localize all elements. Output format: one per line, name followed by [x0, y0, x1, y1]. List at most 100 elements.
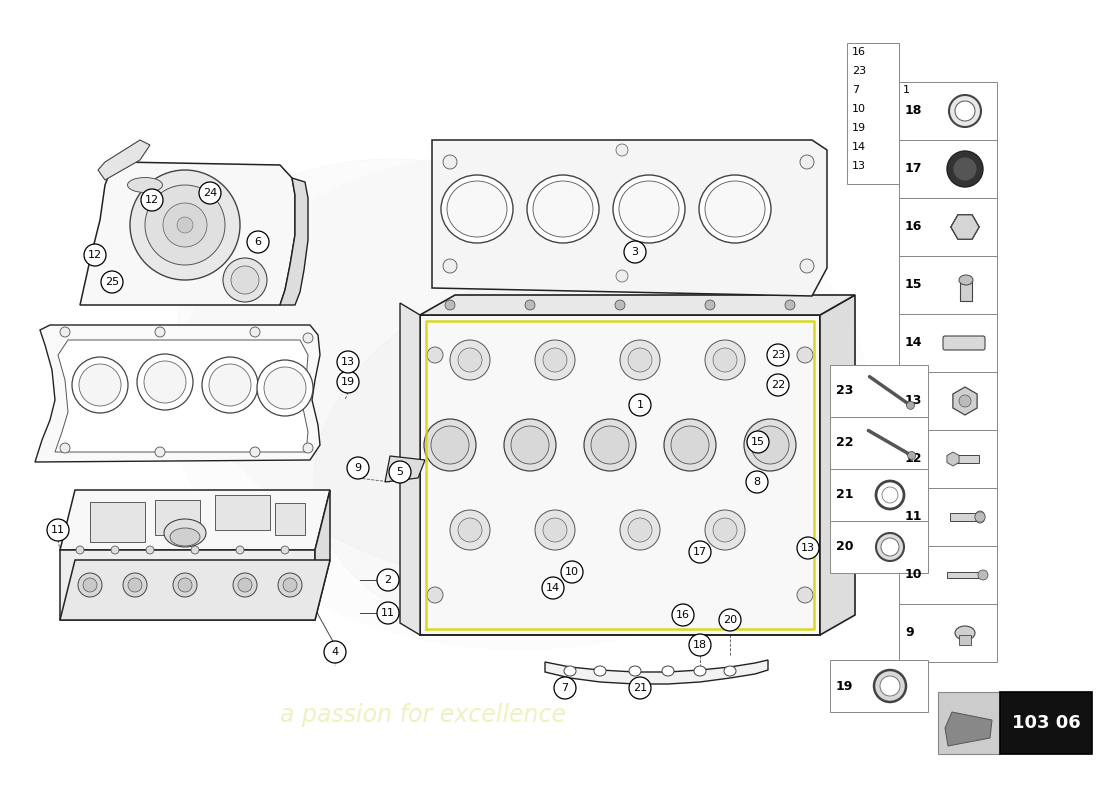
Ellipse shape: [170, 528, 200, 546]
Text: 20: 20: [723, 615, 737, 625]
Text: 19: 19: [852, 123, 866, 133]
Circle shape: [458, 348, 482, 372]
Circle shape: [978, 570, 988, 580]
Circle shape: [906, 402, 914, 410]
Text: a passion for excellence: a passion for excellence: [280, 703, 566, 727]
Polygon shape: [385, 456, 425, 482]
Circle shape: [955, 101, 975, 121]
Circle shape: [689, 541, 711, 563]
Text: 11: 11: [51, 525, 65, 535]
Circle shape: [798, 537, 820, 559]
Circle shape: [672, 604, 694, 626]
Text: 17: 17: [693, 547, 707, 557]
Circle shape: [767, 374, 789, 396]
Circle shape: [223, 258, 267, 302]
Circle shape: [880, 676, 900, 696]
Circle shape: [84, 244, 106, 266]
Ellipse shape: [591, 426, 629, 464]
Text: 16: 16: [852, 47, 866, 57]
Bar: [899, 256, 997, 314]
Circle shape: [250, 327, 260, 337]
Circle shape: [705, 510, 745, 550]
Circle shape: [389, 461, 411, 483]
Ellipse shape: [619, 181, 679, 237]
FancyBboxPatch shape: [1000, 692, 1092, 754]
Circle shape: [800, 155, 814, 169]
Circle shape: [146, 546, 154, 554]
Text: 22: 22: [771, 380, 785, 390]
Polygon shape: [945, 712, 992, 746]
Circle shape: [628, 518, 652, 542]
Circle shape: [209, 364, 251, 406]
Circle shape: [111, 546, 119, 554]
Bar: [959, 635, 971, 645]
Polygon shape: [820, 295, 855, 635]
Circle shape: [629, 677, 651, 699]
Ellipse shape: [698, 175, 771, 243]
Text: 12: 12: [88, 250, 102, 260]
Circle shape: [130, 170, 240, 280]
Bar: [899, 198, 997, 256]
Bar: [830, 660, 928, 712]
Circle shape: [60, 327, 70, 337]
Text: 1: 1: [903, 85, 910, 95]
Polygon shape: [952, 215, 979, 239]
Circle shape: [882, 487, 898, 503]
FancyBboxPatch shape: [938, 692, 1000, 754]
Ellipse shape: [705, 181, 764, 237]
Bar: [899, 314, 997, 372]
Circle shape: [713, 518, 737, 542]
Circle shape: [264, 367, 306, 409]
Circle shape: [689, 634, 711, 656]
Ellipse shape: [441, 175, 513, 243]
Text: 20: 20: [836, 541, 854, 554]
Bar: [830, 365, 928, 417]
Text: 10: 10: [565, 567, 579, 577]
Bar: [214, 495, 270, 530]
Text: 23: 23: [836, 385, 854, 398]
Ellipse shape: [424, 419, 476, 471]
Ellipse shape: [504, 419, 556, 471]
Text: 23: 23: [771, 350, 785, 360]
Circle shape: [767, 344, 789, 366]
Circle shape: [554, 677, 576, 699]
Circle shape: [427, 347, 443, 363]
Bar: [830, 521, 928, 573]
Circle shape: [128, 578, 142, 592]
Polygon shape: [178, 159, 722, 581]
Circle shape: [236, 546, 244, 554]
Circle shape: [798, 347, 813, 363]
Bar: [155, 500, 200, 535]
Text: 10: 10: [852, 104, 866, 114]
Polygon shape: [953, 387, 977, 415]
Polygon shape: [55, 340, 308, 452]
Ellipse shape: [613, 175, 685, 243]
Bar: [899, 546, 997, 604]
Polygon shape: [98, 140, 150, 180]
Text: 3: 3: [631, 247, 638, 257]
Circle shape: [427, 587, 443, 603]
Circle shape: [620, 340, 660, 380]
Bar: [952, 455, 979, 463]
Text: 14: 14: [852, 142, 866, 152]
Circle shape: [785, 300, 795, 310]
Circle shape: [959, 395, 971, 407]
Ellipse shape: [724, 666, 736, 676]
Text: 17: 17: [905, 162, 923, 175]
Circle shape: [535, 340, 575, 380]
Circle shape: [705, 300, 715, 310]
Text: 15: 15: [751, 437, 764, 447]
Bar: [420, 315, 820, 635]
Circle shape: [250, 447, 260, 457]
Polygon shape: [60, 490, 330, 550]
Polygon shape: [80, 162, 295, 305]
Circle shape: [798, 587, 813, 603]
Circle shape: [337, 371, 359, 393]
Circle shape: [616, 144, 628, 156]
Ellipse shape: [534, 181, 593, 237]
Polygon shape: [952, 215, 979, 239]
Text: 15: 15: [905, 278, 923, 291]
Circle shape: [535, 510, 575, 550]
Text: 18: 18: [693, 640, 707, 650]
Ellipse shape: [694, 666, 706, 676]
